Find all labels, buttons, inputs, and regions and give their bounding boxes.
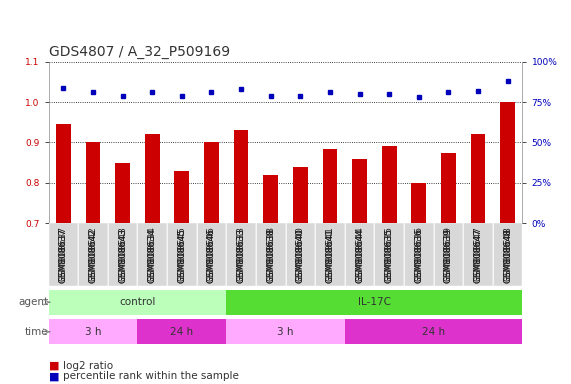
Text: GSM808643: GSM808643 [118, 226, 127, 281]
Text: percentile rank within the sample: percentile rank within the sample [63, 371, 239, 381]
Text: GSM808637: GSM808637 [59, 228, 68, 283]
Text: 3 h: 3 h [278, 327, 293, 337]
Bar [49, 223, 78, 286]
Text: GSM808635: GSM808635 [385, 228, 393, 283]
Bar [382, 147, 397, 223]
Text: GSM808633: GSM808633 [236, 228, 246, 283]
Text: IL-17C: IL-17C [358, 297, 391, 307]
Bar [286, 223, 315, 286]
Text: 24 h: 24 h [170, 327, 194, 337]
Text: control: control [119, 297, 155, 307]
Text: GSM808642: GSM808642 [89, 228, 98, 283]
Bar [226, 223, 256, 286]
Bar [56, 124, 71, 223]
Text: log2 ratio: log2 ratio [63, 361, 113, 371]
Text: 24 h: 24 h [422, 327, 445, 337]
Text: GSM808643: GSM808643 [118, 228, 127, 283]
Bar [352, 159, 367, 223]
Bar [263, 175, 278, 223]
Bar [167, 223, 196, 286]
Text: GSM808641: GSM808641 [325, 228, 335, 283]
Text: GSM808639: GSM808639 [444, 228, 453, 283]
Bar [411, 183, 426, 223]
Bar [204, 142, 219, 223]
Bar [86, 142, 100, 223]
Bar [49, 290, 226, 314]
Text: GSM808648: GSM808648 [503, 226, 512, 281]
Bar [196, 223, 226, 286]
Text: GSM808635: GSM808635 [385, 228, 393, 283]
Bar [323, 149, 337, 223]
Text: ■: ■ [49, 371, 59, 381]
Bar [226, 290, 522, 314]
Text: GSM808641: GSM808641 [325, 228, 335, 283]
Text: GSM808647: GSM808647 [473, 226, 482, 281]
Bar [463, 223, 493, 286]
Text: GSM808637: GSM808637 [59, 228, 68, 283]
Text: GSM808640: GSM808640 [296, 228, 305, 283]
Text: GSM808639: GSM808639 [444, 228, 453, 283]
Bar [345, 319, 522, 344]
Bar [174, 171, 189, 223]
Text: GSM808644: GSM808644 [355, 228, 364, 283]
Text: GSM808644: GSM808644 [355, 226, 364, 281]
Text: GSM808638: GSM808638 [266, 228, 275, 283]
Text: GSM808642: GSM808642 [89, 228, 98, 283]
Text: GSM808646: GSM808646 [207, 228, 216, 283]
Bar [256, 223, 286, 286]
Text: GSM808647: GSM808647 [473, 228, 482, 283]
Bar [234, 131, 248, 223]
Bar [226, 319, 345, 344]
Text: 3 h: 3 h [85, 327, 101, 337]
Text: GSM808640: GSM808640 [296, 226, 305, 281]
Text: agent: agent [18, 297, 49, 307]
Bar [433, 223, 463, 286]
Bar [78, 223, 108, 286]
Text: GSM808641: GSM808641 [325, 226, 335, 281]
Text: GSM808646: GSM808646 [207, 228, 216, 283]
Bar [108, 223, 138, 286]
Bar [138, 223, 167, 286]
Bar [375, 223, 404, 286]
Text: GSM808633: GSM808633 [236, 228, 246, 283]
Text: GSM808637: GSM808637 [59, 226, 68, 281]
Bar [493, 223, 522, 286]
Text: GSM808643: GSM808643 [118, 228, 127, 283]
Text: GSM808635: GSM808635 [385, 226, 393, 281]
Text: GSM808640: GSM808640 [296, 228, 305, 283]
Bar [138, 319, 226, 344]
Text: GSM808648: GSM808648 [503, 228, 512, 283]
Text: GSM808636: GSM808636 [415, 228, 423, 283]
Text: GSM808634: GSM808634 [148, 228, 156, 283]
Text: time: time [25, 327, 49, 337]
Bar [49, 319, 138, 344]
Text: GSM808634: GSM808634 [148, 228, 156, 283]
Text: GSM808644: GSM808644 [355, 228, 364, 283]
Bar [471, 134, 485, 223]
Text: ■: ■ [49, 361, 59, 371]
Text: GSM808647: GSM808647 [473, 228, 482, 283]
Text: GSM808645: GSM808645 [178, 228, 186, 283]
Text: GSM808639: GSM808639 [444, 226, 453, 281]
Text: GSM808645: GSM808645 [178, 226, 186, 281]
Bar [441, 152, 456, 223]
Text: GSM808636: GSM808636 [415, 226, 423, 281]
Text: GSM808638: GSM808638 [266, 226, 275, 281]
Text: GSM808648: GSM808648 [503, 228, 512, 283]
Text: GDS4807 / A_32_P509169: GDS4807 / A_32_P509169 [49, 45, 230, 60]
Text: GSM808646: GSM808646 [207, 226, 216, 281]
Bar [500, 102, 515, 223]
Text: GSM808645: GSM808645 [178, 228, 186, 283]
Text: GSM808633: GSM808633 [236, 226, 246, 281]
Bar [293, 167, 308, 223]
Bar [145, 134, 160, 223]
Text: GSM808636: GSM808636 [415, 228, 423, 283]
Bar [404, 223, 433, 286]
Text: GSM808634: GSM808634 [148, 226, 156, 281]
Bar [315, 223, 345, 286]
Bar [345, 223, 375, 286]
Bar [115, 163, 130, 223]
Text: GSM808642: GSM808642 [89, 226, 98, 281]
Text: GSM808638: GSM808638 [266, 228, 275, 283]
